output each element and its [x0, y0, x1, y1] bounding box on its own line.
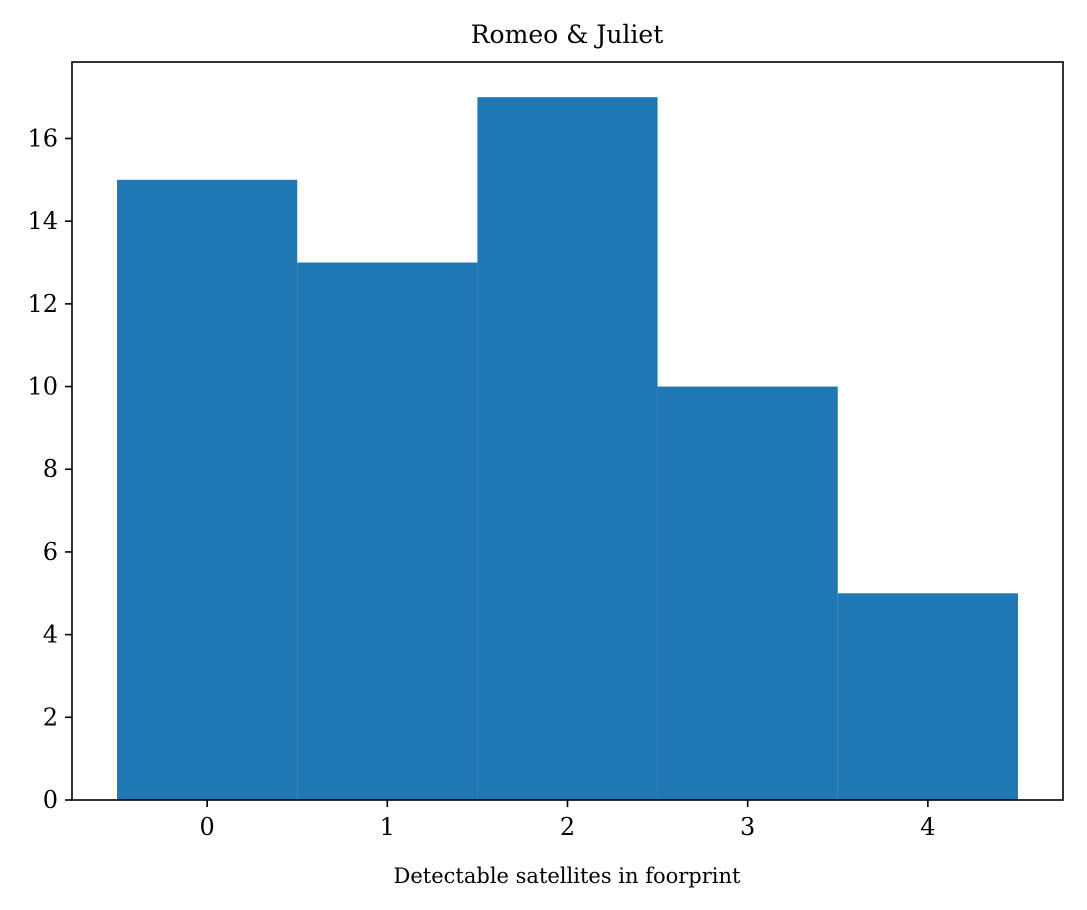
y-tick-label: 10 [27, 373, 58, 401]
bar-3 [657, 386, 838, 800]
y-tick-label: 2 [43, 703, 58, 731]
x-tick-label: 1 [380, 813, 395, 841]
y-tick-label: 0 [43, 786, 58, 814]
bar-0 [117, 179, 298, 801]
x-axis-label: Detectable satellites in foorprint [394, 864, 741, 888]
bar-4 [837, 593, 1018, 800]
bars-layer [117, 97, 1018, 801]
x-tick-label: 2 [560, 813, 575, 841]
bar-2 [477, 97, 658, 800]
plot-frame [71, 61, 1064, 801]
bar-1 [297, 262, 478, 800]
y-tick-label: 12 [27, 290, 58, 318]
x-tick-label: 4 [920, 813, 935, 841]
x-tick-label: 3 [740, 813, 755, 841]
y-tick-label: 4 [43, 621, 58, 649]
y-tick-label: 8 [43, 455, 58, 483]
chart-title: Romeo & Juliet [471, 20, 664, 49]
y-tick-label: 6 [43, 538, 58, 566]
x-tick-label: 0 [199, 813, 214, 841]
y-tick-label: 16 [27, 124, 58, 152]
y-tick-label: 14 [27, 207, 58, 235]
